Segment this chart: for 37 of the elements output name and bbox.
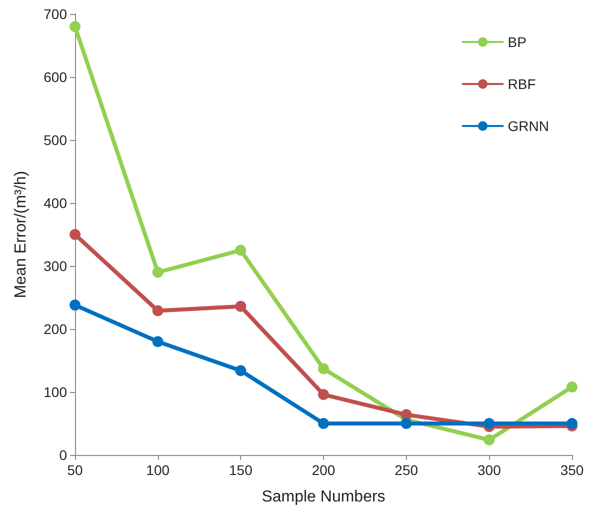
point [70,21,80,32]
y-tick-label: 0 [59,447,68,463]
point [484,434,495,446]
point [70,300,80,311]
point [400,418,412,429]
x-axis-title: Sample Numbers [262,488,386,506]
legend-label: BP [508,34,526,50]
point [566,418,578,429]
point [318,389,329,400]
x-tick-label: 100 [146,462,170,478]
y-tick-label: 300 [44,258,68,274]
y-tick-label: 600 [44,69,68,85]
y-axis-title: Mean Error/(m³/h) [12,170,30,298]
x-tick-label: 350 [560,462,584,478]
point [70,229,80,240]
y-tick-label: 200 [44,321,68,337]
point [152,305,164,316]
x-tick-label: 250 [394,462,418,478]
x-tick-label: 50 [67,462,83,478]
point [484,418,495,429]
point [235,300,246,312]
x-tick-label: 200 [312,462,336,478]
x-tick-label: 150 [228,462,253,478]
x-tick-label: 300 [477,462,502,478]
point [152,266,164,278]
point [235,244,246,256]
point [318,418,329,429]
y-tick-label: 400 [44,195,68,211]
legend-label: GRNN [508,118,550,134]
point [318,363,329,374]
point [152,336,164,348]
y-tick-label: 500 [44,132,68,148]
legend-label: RBF [508,76,536,92]
point [566,381,578,392]
y-tick-label: 700 [44,6,68,22]
point [235,365,246,376]
y-tick-label: 100 [44,384,68,400]
